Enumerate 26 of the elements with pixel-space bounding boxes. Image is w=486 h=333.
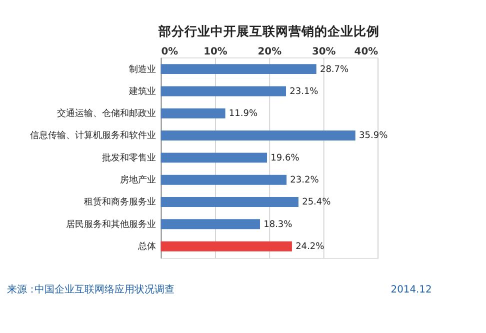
data-label: 18.3% bbox=[264, 220, 293, 230]
data-label: 11.9% bbox=[228, 109, 258, 120]
data-label: 28.7% bbox=[320, 64, 350, 75]
y-tick-label: 信息传输、计算机服务和软件业 bbox=[30, 130, 156, 142]
x-tick-label: 20% bbox=[258, 46, 282, 58]
x-tick-label: 30% bbox=[312, 46, 336, 58]
y-tick-label: 总体 bbox=[136, 241, 156, 252]
text: 2014.12 bbox=[390, 284, 432, 296]
chart-title: 部分行业中开展互联网营销的企业比例 bbox=[158, 24, 380, 39]
y-tick-label: 居民服务和其他服务业 bbox=[66, 218, 156, 230]
y-tick-label: 制造业 bbox=[128, 64, 156, 75]
y-tick-label: 租赁和商务服务业 bbox=[84, 196, 156, 208]
text: 中国企业互联网络应用状况调查 bbox=[34, 283, 174, 296]
data-label: 24.2% bbox=[296, 242, 325, 252]
x-tick-label: 10% bbox=[204, 46, 228, 58]
data-label: 25.4% bbox=[302, 198, 332, 208]
y-tick-label: 批发和零售业 bbox=[102, 152, 156, 164]
data-label: 23.2% bbox=[290, 176, 320, 186]
data-label: 35.9% bbox=[358, 131, 388, 142]
y-tick-label: 建筑业 bbox=[128, 86, 156, 97]
data-label: 23.1% bbox=[290, 86, 319, 97]
x-tick-label: 0% bbox=[161, 46, 178, 58]
x-tick-label: 40% bbox=[354, 46, 378, 58]
data-label: 19.6% bbox=[270, 153, 300, 164]
y-tick-label: 交通运输、仓储和邮政业 bbox=[56, 108, 156, 120]
y-tick-label: 房地产业 bbox=[120, 174, 156, 186]
